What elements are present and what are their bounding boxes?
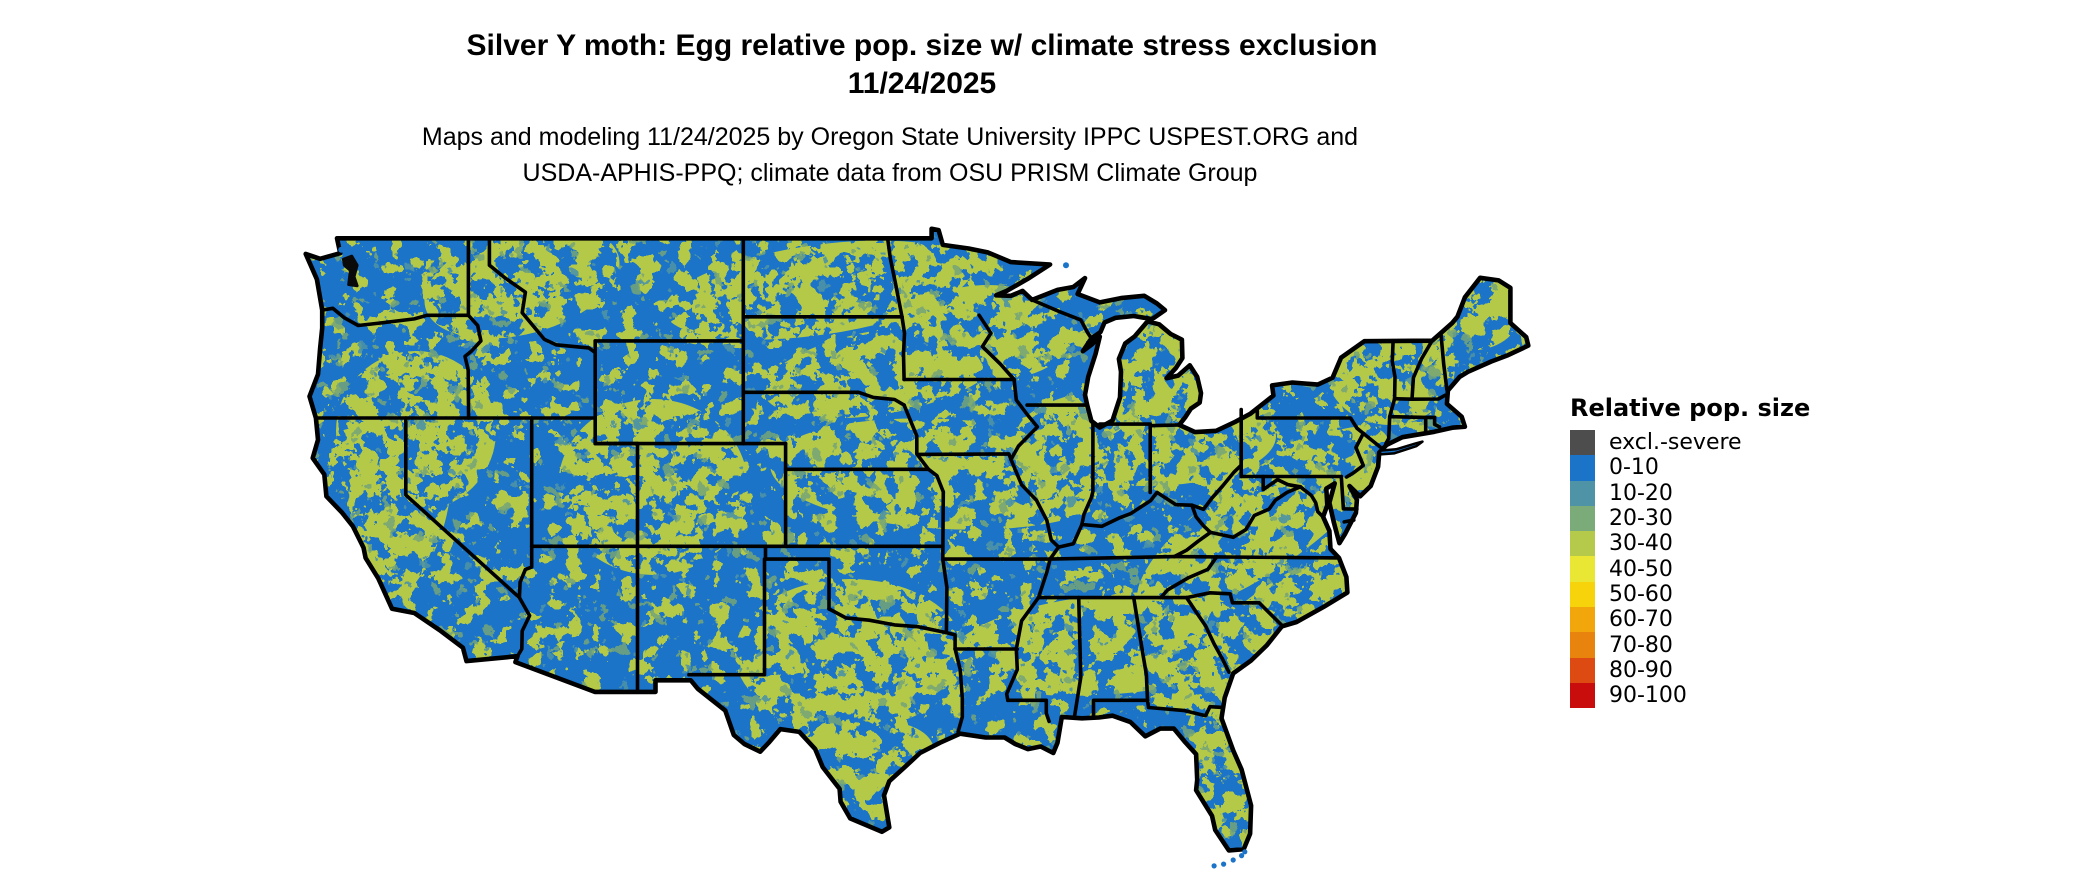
legend-swatch — [1570, 657, 1595, 683]
florida-keys-dot — [1242, 849, 1248, 855]
legend-swatch — [1570, 480, 1595, 506]
island-dot — [1063, 262, 1069, 269]
legend-label: 20-30 — [1609, 506, 1673, 532]
legend-swatch — [1570, 556, 1595, 582]
legend-label: 0-10 — [1609, 455, 1659, 481]
legend-label: excl.-severe — [1609, 430, 1742, 456]
map-subtitle-line1: Maps and modeling 11/24/2025 by Oregon S… — [421, 123, 1359, 151]
legend-label: 60-70 — [1609, 607, 1673, 633]
legend-entry: 60-70 — [1570, 607, 1810, 633]
legend-entry: 10-20 — [1570, 480, 1810, 506]
florida-keys-dot — [1211, 863, 1217, 869]
map-subtitle-line2: USDA-APHIS-PPQ; climate data from OSU PR… — [522, 159, 1258, 187]
legend-swatch — [1570, 632, 1595, 658]
legend-swatch — [1570, 607, 1595, 633]
map-legend: Relative pop. size excl.-severe 0-10 10-20… — [1570, 394, 1811, 709]
legend-swatch — [1570, 581, 1595, 608]
legend-entry: 50-60 — [1570, 581, 1810, 608]
legend-entry: 80-90 — [1570, 657, 1810, 683]
legend-swatch — [1570, 531, 1595, 557]
legend-swatch — [1570, 682, 1595, 709]
legend-label: 70-80 — [1609, 632, 1673, 658]
legend-entry: 40-50 — [1570, 556, 1810, 582]
puget-sound-water — [341, 254, 359, 288]
legend-swatch — [1570, 430, 1595, 456]
map-title-date: 11/24/2025 — [847, 67, 997, 100]
us-outline — [303, 226, 1531, 853]
legend-swatch — [1570, 505, 1595, 532]
florida-keys-dot — [1230, 857, 1236, 863]
map-title: Silver Y moth: Egg relative pop. size w/… — [0, 27, 1844, 103]
long-island — [1378, 440, 1424, 456]
legend-label: 80-90 — [1609, 657, 1673, 683]
legend-entry: 30-40 — [1570, 531, 1810, 557]
legend-label: 40-50 — [1609, 556, 1673, 582]
florida-keys-dot — [1239, 853, 1245, 859]
map-subtitle: Maps and modeling 11/24/2025 by Oregon S… — [0, 119, 1780, 191]
raster-fill — [305, 228, 1529, 851]
legend-title: Relative pop. size — [1570, 394, 1811, 422]
legend-entry: 20-30 — [1570, 505, 1810, 532]
legend-entry: 70-80 — [1570, 632, 1810, 658]
legend-label: 90-100 — [1609, 683, 1687, 709]
map-title-line1: Silver Y moth: Egg relative pop. size w/… — [466, 29, 1378, 62]
florida-keys-dot — [1221, 861, 1227, 867]
legend-swatch — [1570, 455, 1595, 481]
legend-entry: 0-10 — [1570, 455, 1810, 481]
island-dot — [338, 246, 345, 253]
legend-entry: excl.-severe — [1570, 430, 1810, 456]
legend-rows: excl.-severe 0-10 10-20 20-30 30-40 40-50 50-6… — [1570, 430, 1810, 709]
legend-label: 30-40 — [1609, 531, 1673, 557]
legend-label: 10-20 — [1609, 480, 1673, 506]
legend-label: 50-60 — [1609, 581, 1673, 607]
legend-entry: 90-100 — [1570, 682, 1810, 709]
state-borders — [314, 236, 1449, 734]
